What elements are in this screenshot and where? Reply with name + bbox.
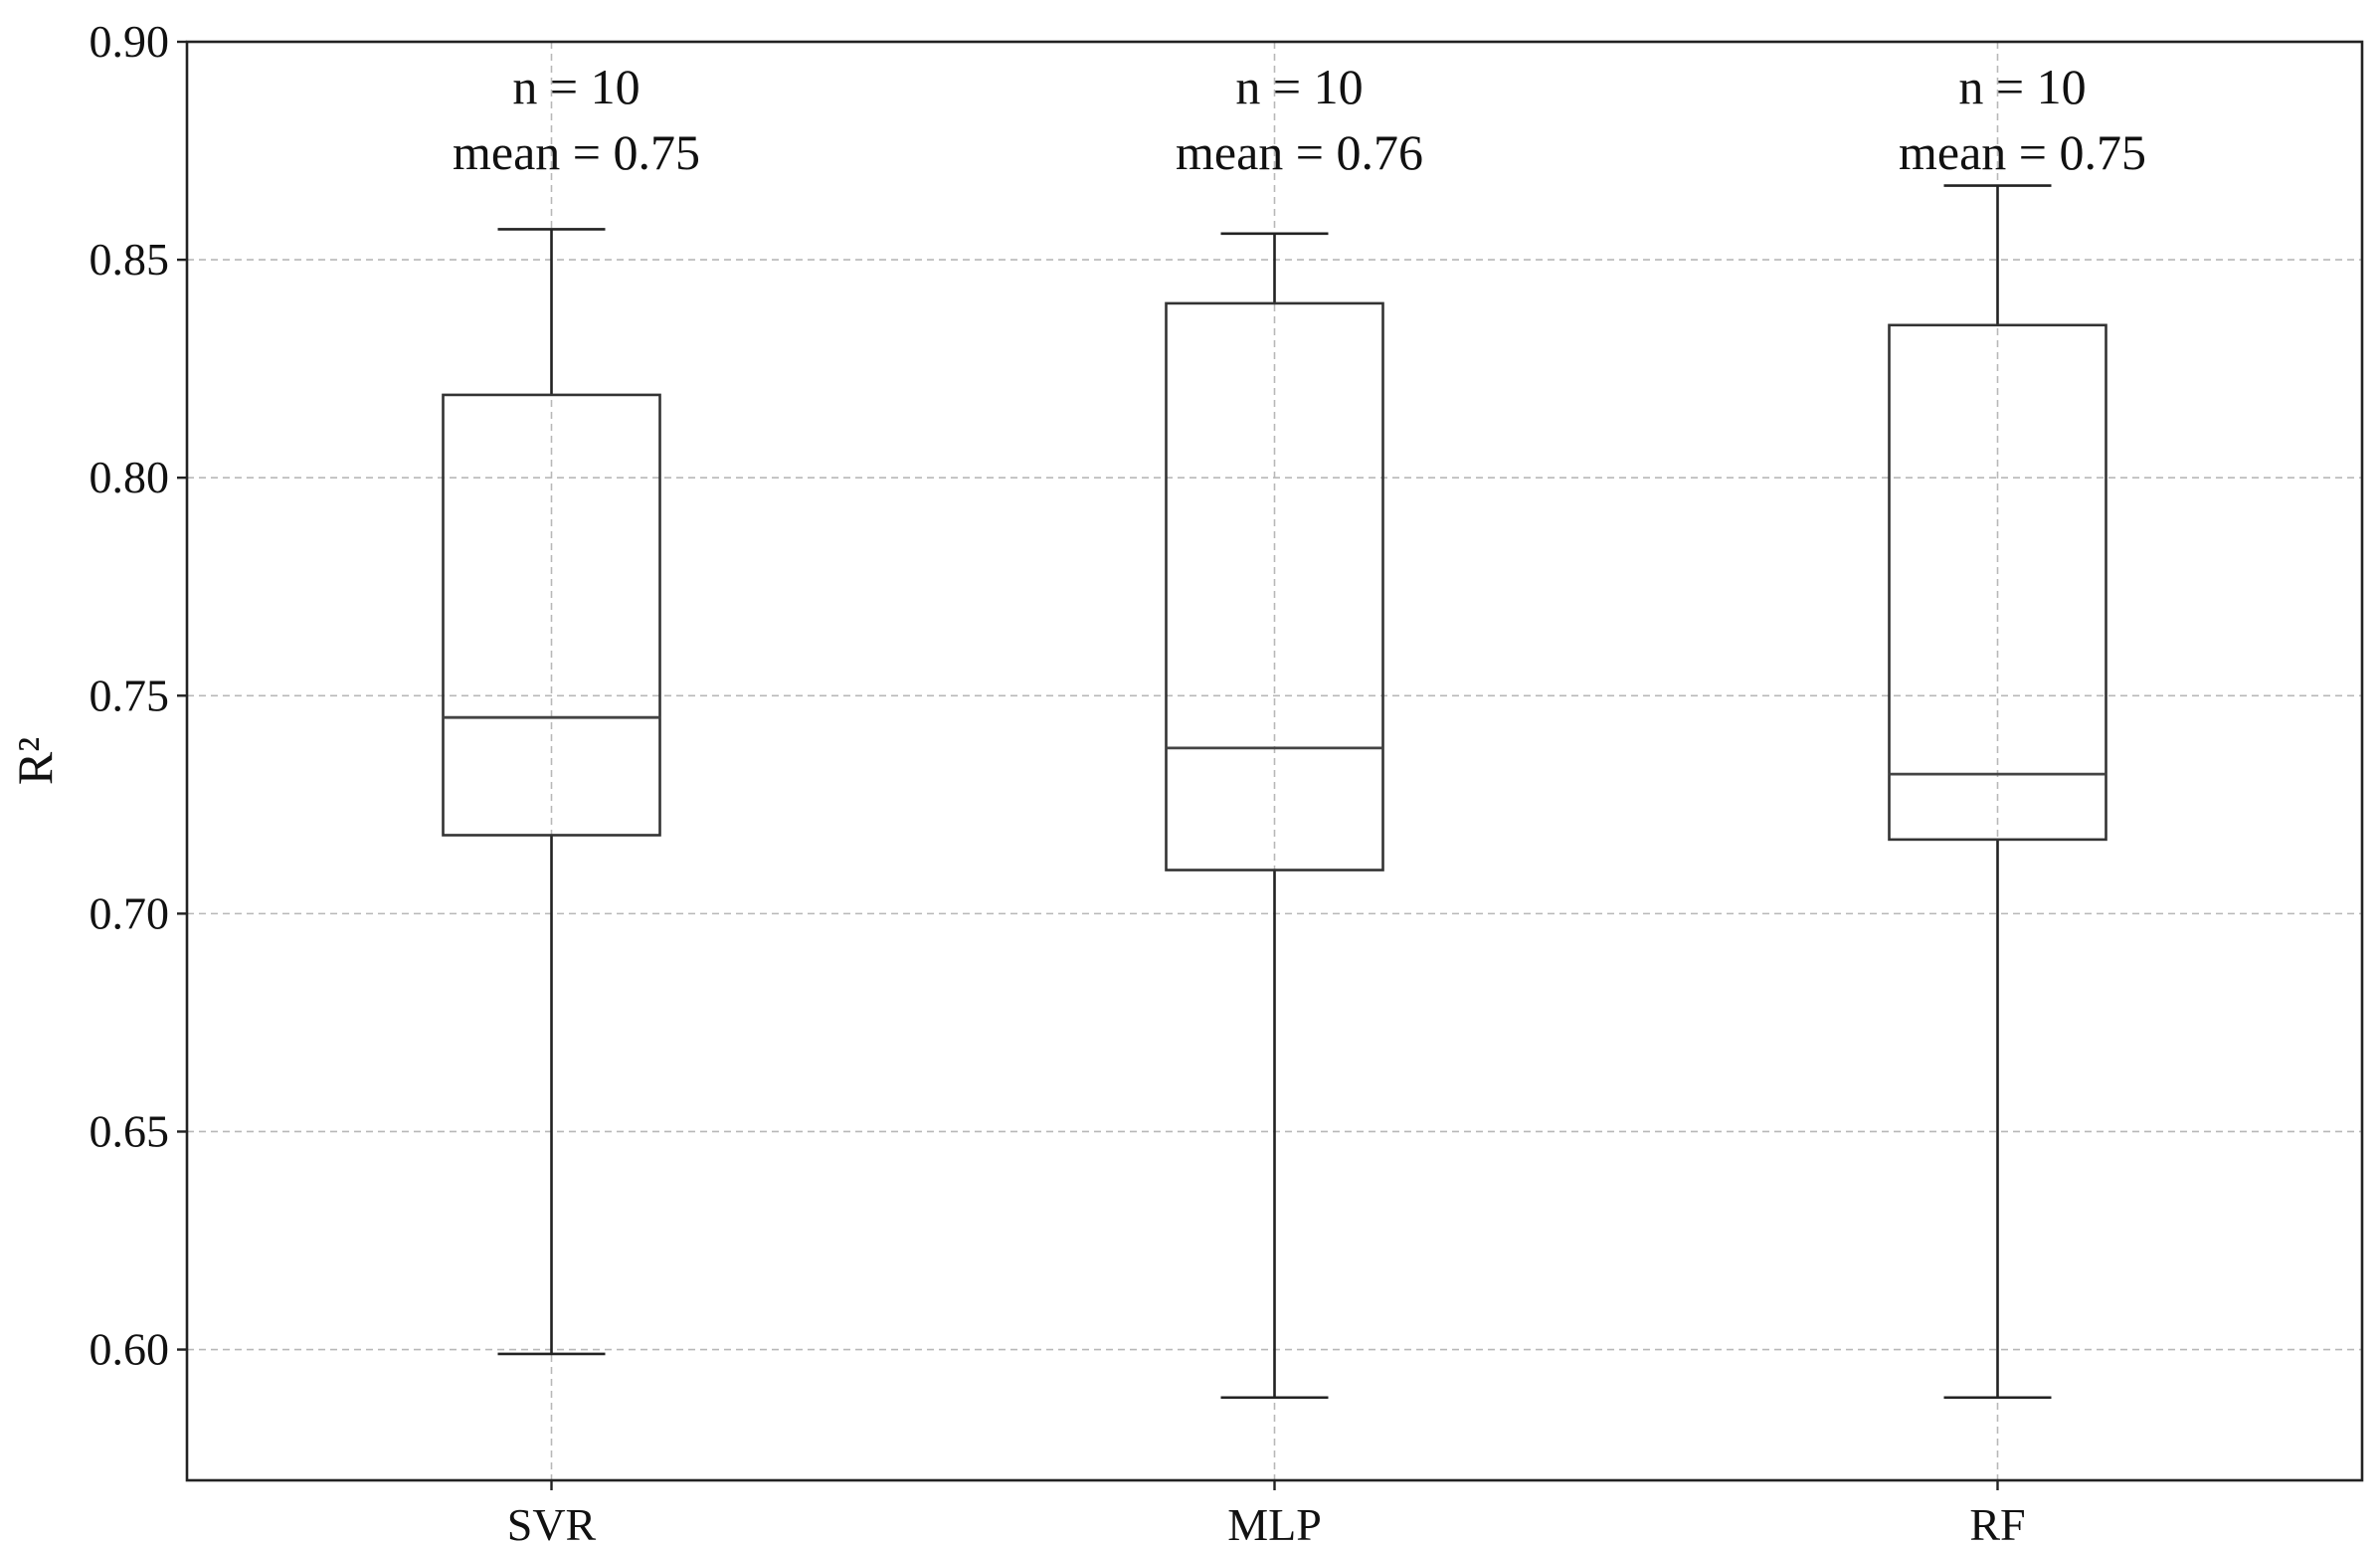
- mean-annotation: mean = 0.75: [1899, 124, 2146, 180]
- iqr-box: [442, 393, 661, 837]
- x-tick-label-mlp: MLP: [1227, 1499, 1322, 1545]
- n-annotation: n = 10: [1235, 59, 1363, 114]
- y-tick-label: 0.90: [90, 16, 170, 67]
- y-tick-label: 0.75: [90, 670, 170, 720]
- iqr-box: [1165, 301, 1384, 871]
- y-axis-ticks: 0.60 0.65 0.70 0.75 0.80 0.85 0.90: [90, 16, 187, 1375]
- iqr-box: [1888, 323, 2107, 842]
- box-layer: [442, 184, 2107, 1400]
- box-mlp: [1165, 232, 1384, 1400]
- y-tick-label: 0.80: [90, 452, 170, 502]
- x-tick-label-rf: RF: [1969, 1499, 2025, 1545]
- mean-annotation: mean = 0.75: [453, 124, 700, 180]
- x-tick-label-svr: SVR: [507, 1499, 597, 1545]
- y-axis-label: R²: [7, 737, 63, 785]
- y-tick-label: 0.60: [90, 1324, 170, 1375]
- box-svr: [442, 228, 661, 1356]
- x-axis-ticks: SVR MLP RF: [507, 1480, 2026, 1545]
- y-tick-label: 0.70: [90, 887, 170, 938]
- n-annotation: n = 10: [512, 59, 640, 114]
- n-annotation: n = 10: [1958, 59, 2086, 114]
- y-tick-label: 0.85: [90, 234, 170, 285]
- annotation-layer: n = 10 mean = 0.75 n = 10 mean = 0.76 n = 10…: [453, 59, 2146, 180]
- mean-annotation: mean = 0.76: [1176, 124, 1423, 180]
- box-rf: [1888, 184, 2107, 1400]
- y-tick-label: 0.65: [90, 1105, 170, 1156]
